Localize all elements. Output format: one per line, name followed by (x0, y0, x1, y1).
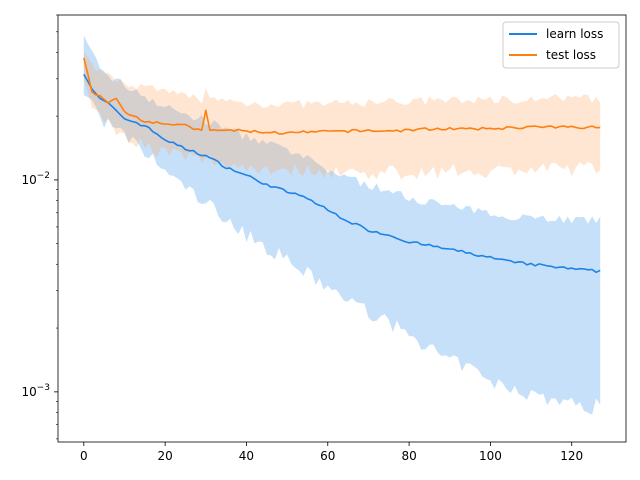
x-axis: 0 20 40 60 80 100 120 (80, 442, 583, 463)
x-tick-label: 60 (320, 449, 335, 463)
band-test-loss (83, 52, 601, 180)
x-tick-label: 120 (560, 449, 583, 463)
x-tick-label: 0 (80, 449, 88, 463)
x-tick-label: 20 (157, 449, 172, 463)
series-lines (83, 57, 601, 274)
x-tick-label: 100 (479, 449, 502, 463)
y-tick-label: 10−2 (21, 171, 50, 187)
line-test-loss (83, 57, 601, 135)
legend-label-learn-loss: learn loss (546, 27, 603, 41)
x-tick-label: 40 (239, 449, 254, 463)
y-axis: 10−2 10−3 (21, 14, 58, 440)
y-tick-label: 10−3 (21, 383, 50, 399)
legend-label-test-loss: test loss (546, 48, 596, 62)
plot-frame (57, 14, 627, 443)
line-learn-loss (83, 73, 601, 274)
confidence-bands (83, 35, 601, 415)
x-tick-label: 80 (401, 449, 416, 463)
legend: learn loss test loss (502, 21, 620, 69)
